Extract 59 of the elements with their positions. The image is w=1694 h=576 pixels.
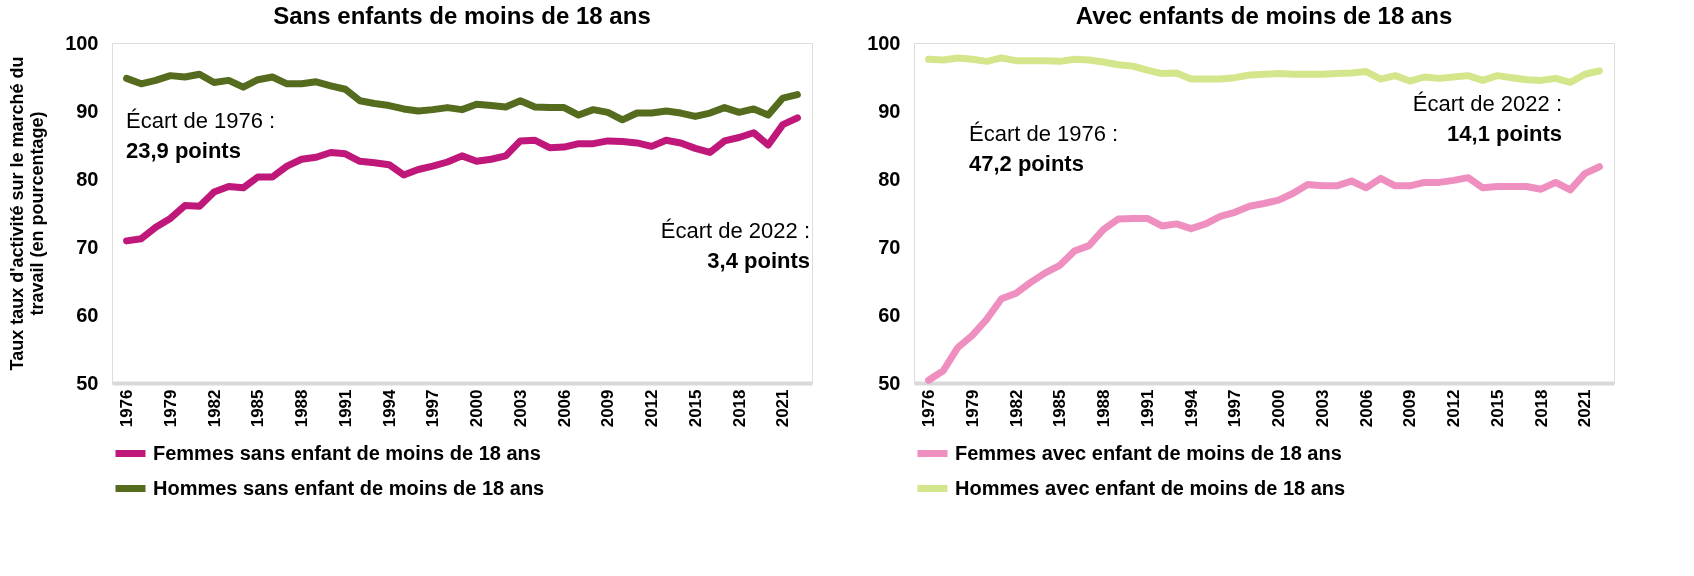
x-tick-label: 2000 [467,389,487,428]
annotation: Écart de 2022 : [1412,91,1562,116]
y-tick-label: 90 [76,99,99,122]
legend-label: Hommes avec enfant de moins de 18 ans [955,476,1346,499]
x-tick-label: 2015 [1487,389,1507,428]
y-tick-label: 60 [878,303,901,326]
y-tick-label: 80 [878,167,901,190]
x-tick-label: 1991 [335,389,355,428]
x-tick-label: 1994 [1181,388,1201,428]
x-tick-label: 2006 [554,389,574,428]
y-axis-title: Taux taux d'activité sur le marché du travail (en pourcentage) [7,56,48,371]
x-tick-label: 2012 [642,389,662,428]
chart-title: Sans enfants de moins de 18 ans [273,2,651,29]
x-tick-label: 1991 [1137,389,1157,428]
y-tick-label: 80 [76,167,99,190]
y-tick-label: 100 [867,31,901,54]
x-tick-label: 1997 [1225,389,1245,428]
x-tick-label: 2021 [773,389,793,428]
x-tick-label: 1982 [1006,389,1026,428]
x-tick-label: 2018 [1531,389,1551,428]
x-tick-label: 2012 [1444,389,1464,428]
y-tick-label: 50 [76,371,99,394]
legend-label: Femmes sans enfant de moins de 18 ans [153,441,541,464]
annotation: Écart de 2022 : [660,218,810,243]
y-tick-label: 100 [65,31,99,54]
x-tick-label: 2015 [685,389,705,428]
x-tick-label: 1997 [423,389,443,428]
annotation: 47,2 points [969,151,1084,176]
y-tick-label: 90 [878,99,901,122]
x-tick-label: 1982 [204,389,224,428]
annotation: 3,4 points [707,248,810,273]
legend-label: Femmes avec enfant de moins de 18 ans [955,441,1342,464]
annotation: 14,1 points [1447,121,1562,146]
annotation: 23,9 points [126,138,241,163]
x-tick-label: 2009 [1400,389,1420,428]
x-tick-label: 2003 [1312,389,1332,428]
y-tick-label: 50 [878,371,901,394]
legend-label: Hommes sans enfant de moins de 18 ans [153,476,545,499]
x-tick-label: 1976 [117,389,137,428]
x-tick-label: 2018 [729,389,749,428]
x-tick-label: 1979 [160,389,180,428]
x-tick-label: 2021 [1575,389,1595,428]
x-tick-label: 2009 [598,389,618,428]
x-tick-label: 1985 [1050,389,1070,428]
y-tick-label: 60 [76,303,99,326]
x-tick-label: 2003 [510,389,530,428]
y-tick-label: 70 [76,235,99,258]
y-tick-label: 70 [878,235,901,258]
x-tick-label: 1976 [919,389,939,428]
x-tick-label: 2000 [1269,389,1289,428]
x-tick-label: 1988 [292,389,312,428]
x-tick-label: 2006 [1356,389,1376,428]
annotation: Écart de 1976 : [126,108,276,133]
chart-title: Avec enfants de moins de 18 ans [1075,2,1453,29]
x-tick-label: 1985 [248,389,268,428]
x-tick-label: 1979 [962,389,982,428]
x-tick-label: 1994 [379,388,399,428]
x-tick-label: 1988 [1094,389,1114,428]
annotation: Écart de 1976 : [969,121,1119,146]
